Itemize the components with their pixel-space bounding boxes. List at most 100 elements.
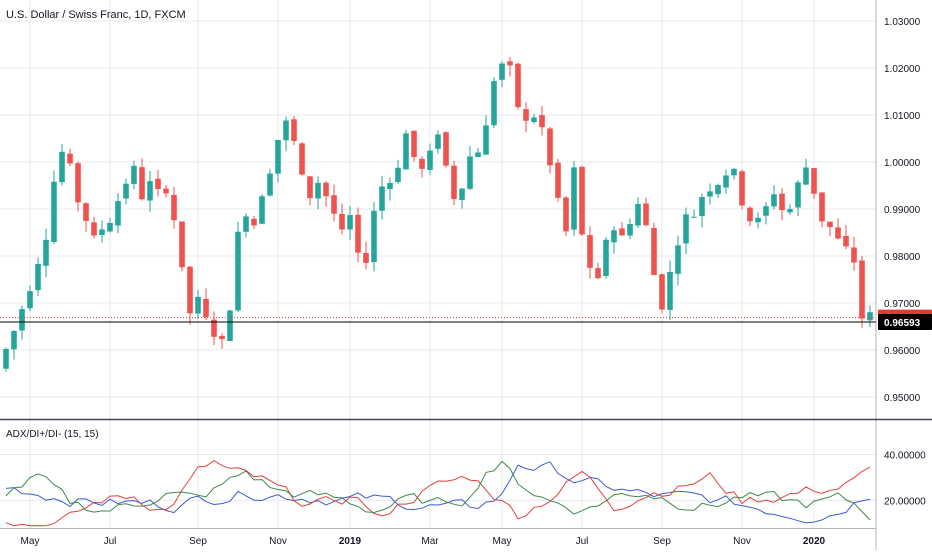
candle: [691, 209, 697, 218]
candle: [435, 130, 441, 154]
candle: [131, 160, 137, 190]
y-tick-label: 0.98000: [884, 252, 921, 263]
x-tick-label: Sep: [653, 536, 671, 547]
candle-body: [739, 171, 745, 206]
candle: [731, 167, 737, 180]
candle: [91, 216, 97, 239]
y-tick-label: 1.00000: [884, 158, 921, 169]
candle: [515, 62, 521, 110]
candle-body: [763, 206, 769, 216]
candle-body: [163, 188, 169, 194]
candle: [219, 333, 225, 349]
candle-body: [683, 214, 689, 244]
candle: [779, 188, 785, 221]
x-tick-label: 2020: [803, 536, 826, 547]
candle: [99, 220, 105, 243]
candle: [179, 221, 185, 272]
level-price-label: 0.96593: [884, 318, 921, 329]
candle-body: [379, 186, 385, 211]
candle-body: [211, 319, 217, 337]
candle-body: [179, 221, 185, 268]
candle: [75, 161, 81, 212]
candle: [379, 176, 385, 220]
candle-body: [83, 203, 89, 221]
candle: [523, 102, 529, 133]
candle: [187, 265, 193, 325]
candle: [195, 289, 201, 320]
candle-body: [475, 152, 481, 157]
candle: [371, 201, 377, 272]
candle-body: [619, 228, 625, 236]
candle-body: [91, 222, 97, 236]
candle: [547, 126, 553, 174]
candle: [35, 257, 41, 296]
candle: [859, 255, 865, 328]
candle: [611, 226, 617, 254]
candle-body: [115, 201, 121, 226]
candle: [635, 197, 641, 229]
candle-body: [51, 181, 57, 243]
candle: [411, 130, 417, 162]
candle: [563, 196, 569, 236]
candle-body: [355, 214, 361, 253]
candle-body: [35, 263, 41, 291]
candle-body: [675, 245, 681, 274]
y-tick-label: 1.03000: [884, 17, 921, 28]
candle-body: [603, 239, 609, 276]
candle-body: [587, 235, 593, 268]
candle-body: [531, 117, 537, 123]
candle: [843, 225, 849, 250]
candle: [291, 116, 297, 146]
ind-tick-label: 40.00000: [884, 450, 926, 461]
candle-body: [387, 182, 393, 189]
candle: [795, 179, 801, 217]
candle: [659, 273, 665, 314]
candle: [307, 175, 313, 206]
candle: [651, 222, 657, 276]
candle: [683, 207, 689, 255]
candle: [227, 309, 233, 342]
candle: [507, 56, 513, 77]
candle-body: [835, 227, 841, 239]
grid-lines: [0, 0, 876, 528]
candle-body: [67, 153, 73, 164]
candle-body: [395, 167, 401, 183]
candle-body: [515, 63, 521, 108]
candle-body: [75, 163, 81, 203]
candle-body: [291, 119, 297, 141]
candle: [251, 216, 257, 229]
candle-body: [459, 188, 465, 200]
candle-body: [851, 247, 857, 263]
candle: [275, 139, 281, 183]
candle-body: [259, 196, 265, 224]
candle-body: [123, 183, 129, 199]
candle-body: [779, 193, 785, 211]
chart-title: U.S. Dollar / Swiss Franc, 1D, FXCM: [6, 9, 186, 21]
x-tick-label: May: [21, 536, 40, 547]
candle: [747, 206, 753, 227]
indicator-title: ADX/DI+/DI- (15, 15): [6, 429, 99, 440]
candle-body: [243, 216, 249, 232]
x-tick-label: Jul: [104, 536, 117, 547]
candle: [19, 305, 25, 340]
candle-body: [443, 132, 449, 166]
candle: [11, 330, 17, 360]
candle-body: [347, 215, 353, 230]
candle: [699, 193, 705, 228]
candle-body: [371, 210, 377, 263]
candle-body: [435, 134, 441, 149]
candle: [531, 113, 537, 124]
candle: [555, 158, 561, 202]
candle: [827, 221, 833, 237]
candle: [155, 169, 161, 197]
candle-body: [707, 191, 713, 197]
candle-body: [843, 235, 849, 247]
candle: [715, 183, 721, 198]
candle: [483, 115, 489, 155]
candle-body: [59, 151, 65, 183]
candle-body: [787, 209, 793, 213]
candle: [115, 193, 121, 234]
candle: [43, 228, 49, 278]
candle-body: [811, 168, 817, 194]
candle: [395, 159, 401, 185]
